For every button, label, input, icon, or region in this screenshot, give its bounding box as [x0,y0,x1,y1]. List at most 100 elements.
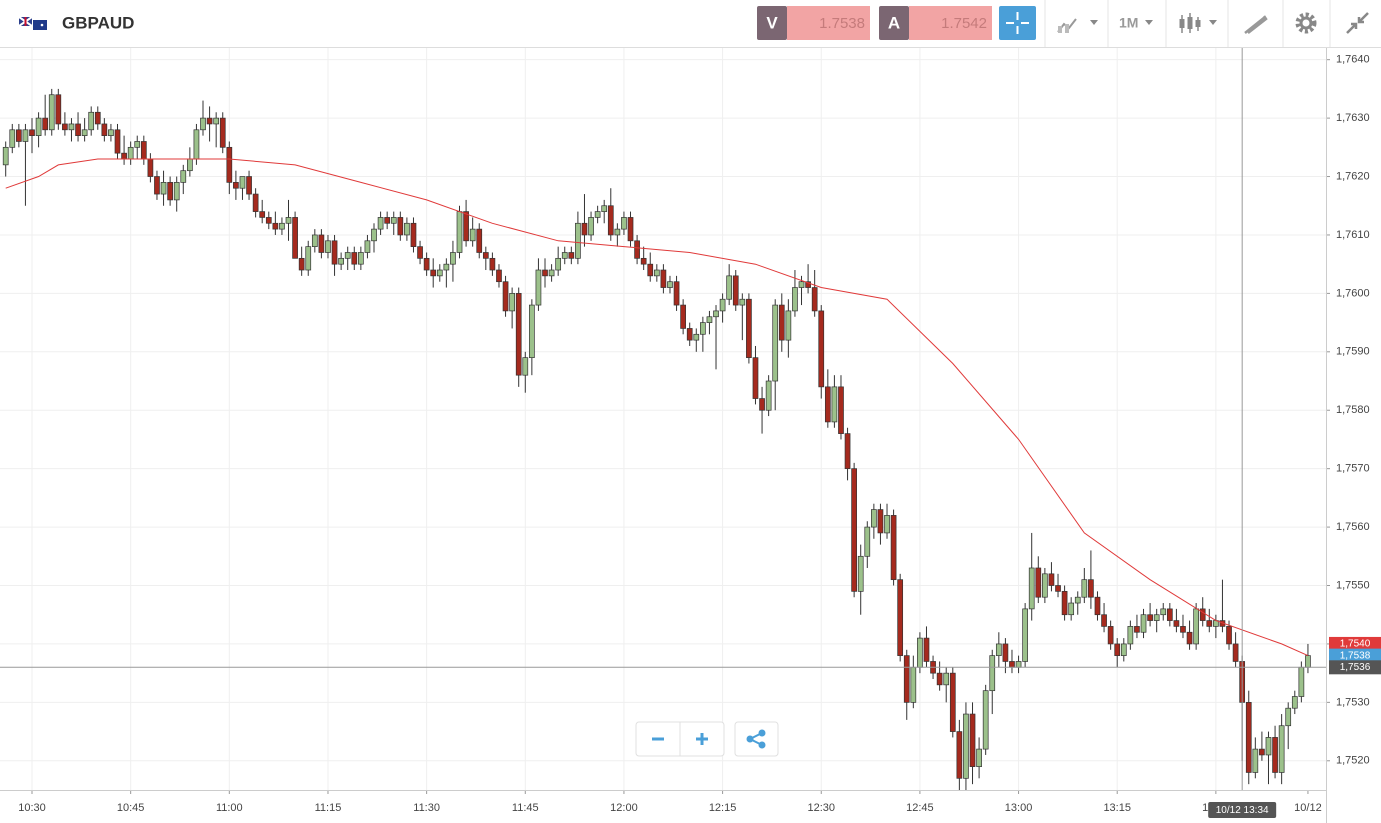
candle-body [792,287,798,312]
candle-body [910,666,917,703]
candle-body [851,468,857,592]
x-tick-label: 12:00 [610,802,638,814]
candle-body [450,252,456,265]
candle-body [325,240,331,253]
candle-body [265,217,272,224]
candle-body [1166,608,1173,621]
candle-body [417,246,423,259]
candle-body [640,257,647,265]
candle-body [871,509,877,528]
candle-body [68,123,75,131]
x-tick-label: 11:45 [512,802,539,814]
candle-body [995,643,1002,656]
timeframe-button[interactable]: 1M [1119,15,1153,31]
candle-body [627,217,634,242]
draw-button[interactable] [1244,15,1268,34]
candle-body [1140,614,1147,633]
candle-body [1074,596,1081,604]
plot-area: 1,7520 1,7530 1,7540 1,7550 1,7560 1,7570 1,75… [0,48,1381,823]
candle-body [1081,579,1088,598]
x-tick-label: 12:45 [906,802,934,814]
candle-body [502,281,509,312]
candle-body [884,515,890,534]
price-tag-label: 1,7540 [1340,639,1371,650]
candle-body [555,257,562,271]
candle-body [187,158,193,172]
candle-body [818,310,825,388]
candle-body [193,129,200,160]
candle-body [358,252,364,265]
candle-body [561,252,568,259]
candle-body [219,117,226,148]
candle-body [1002,643,1009,662]
x-tick-label: 10:30 [18,802,46,814]
sell-button[interactable]: V 1.7538 [757,6,870,40]
chart-type-button[interactable] [1057,18,1098,33]
candle-body [476,228,483,253]
candle-body [890,515,897,581]
zoom-controls [635,721,779,757]
price-tag-label: 1,7536 [1340,662,1371,673]
x-tick-label: 12:15 [709,802,737,814]
x-tick-label: 13:15 [1103,802,1131,814]
candle-body [206,117,213,125]
candle-body [384,217,391,224]
candle-body [778,304,785,341]
candle-body [496,269,502,283]
x-tick-label: 11:00 [216,802,243,814]
candle-body [811,287,818,312]
candle-body [94,111,101,125]
x-tick-label: 10/12 [1294,802,1322,814]
candle-body [259,211,266,218]
price-tag [1329,648,1381,663]
candle-body [535,269,542,306]
crosshair-button[interactable] [999,6,1036,40]
candle-body [548,269,555,277]
candle-body [404,222,410,236]
candle-body [1147,614,1153,621]
candle-body [647,263,654,277]
candle-body [667,281,673,288]
candle-body [482,252,489,259]
candle-body [844,433,851,470]
candle-body [410,222,417,247]
candle-body [706,316,713,323]
candle-body [1226,626,1232,645]
candle-body [1305,655,1311,668]
candle-body [1285,707,1292,727]
candle-body [1298,666,1305,697]
candle-body [943,672,950,686]
candle-body [746,298,752,359]
collapse-button[interactable] [1346,12,1369,34]
zoom-in-button[interactable] [696,733,708,745]
candle-body [292,217,298,259]
candle-body [1055,585,1061,592]
candle-body [108,129,114,136]
candle-body [1015,661,1022,668]
y-tick-label: 1,7620 [1336,170,1370,182]
candle-body [949,672,956,732]
candle-body [443,263,450,271]
symbol: GBPAUD [62,13,134,32]
candle-body [160,182,167,195]
share-button[interactable] [734,721,779,757]
candle-body [213,117,220,125]
candle-body [838,386,844,434]
y-tick-label: 1,7560 [1336,521,1370,533]
candle-body [982,690,989,750]
candle-style-button[interactable] [1179,13,1218,33]
settings-button[interactable] [1295,12,1317,34]
crosshair-label-bg [1208,802,1277,818]
candle-body [430,269,437,277]
candle-body [81,129,88,136]
buy-button[interactable]: A 1.7542 [879,6,992,40]
candle-body [252,193,259,212]
moving-average-line [5,158,1309,657]
candle-body [48,94,55,131]
candle-body [1068,602,1075,616]
candle-body [673,281,680,306]
candle-body [989,655,996,692]
candle-body [575,222,581,259]
candle-body [653,269,660,277]
candle-body [180,170,187,183]
